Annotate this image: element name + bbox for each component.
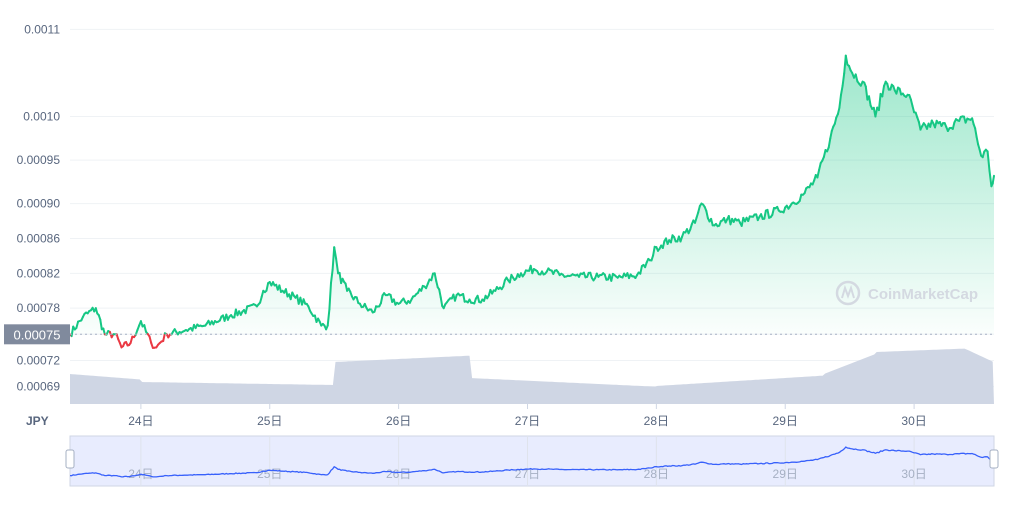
price-area-fill (70, 56, 994, 335)
navigator-tick-label: 25日 (257, 467, 282, 481)
x-axis: 24日 25日 26日 27日 28日 29日 30日 (128, 404, 927, 428)
price-area (70, 56, 994, 335)
baseline-label: 0.00075 (14, 327, 61, 342)
x-tick-label: 26日 (386, 414, 411, 428)
volume-area-shape (70, 349, 994, 404)
navigator-handle-right[interactable] (990, 450, 998, 468)
y-tick-label: 0.00082 (17, 266, 61, 280)
navigator-tick-label: 28日 (644, 467, 669, 481)
y-tick-label: 0.00090 (17, 197, 61, 211)
x-tick-label: 30日 (901, 414, 926, 428)
x-tick-label: 24日 (128, 414, 153, 428)
y-tick-label: 0.00072 (17, 353, 61, 367)
navigator-handle-left[interactable] (66, 450, 74, 468)
navigator-tick-label: 30日 (901, 467, 926, 481)
y-tick-label: 0.00086 (17, 231, 61, 245)
y-tick-label: 0.00078 (17, 301, 61, 315)
price-line-segment (993, 176, 994, 184)
navigator-tick-label: 29日 (773, 467, 798, 481)
x-tick-label: 29日 (773, 414, 798, 428)
volume-area (70, 349, 994, 404)
watermark-text: CoinMarketCap (868, 286, 978, 303)
navigator-tick-label: 26日 (386, 467, 411, 481)
y-tick-label: 0.00095 (17, 153, 61, 167)
x-tick-label: 27日 (515, 414, 540, 428)
currency-label-group: JPY (26, 414, 49, 428)
y-tick-label: 0.0011 (24, 22, 60, 36)
x-tick-label: 25日 (257, 414, 282, 428)
y-tick-label: 0.00069 (17, 380, 61, 394)
y-tick-label: 0.0010 (23, 110, 60, 124)
price-line-segment (150, 336, 152, 343)
currency-label: JPY (26, 414, 49, 428)
x-tick-label: 28日 (644, 414, 669, 428)
